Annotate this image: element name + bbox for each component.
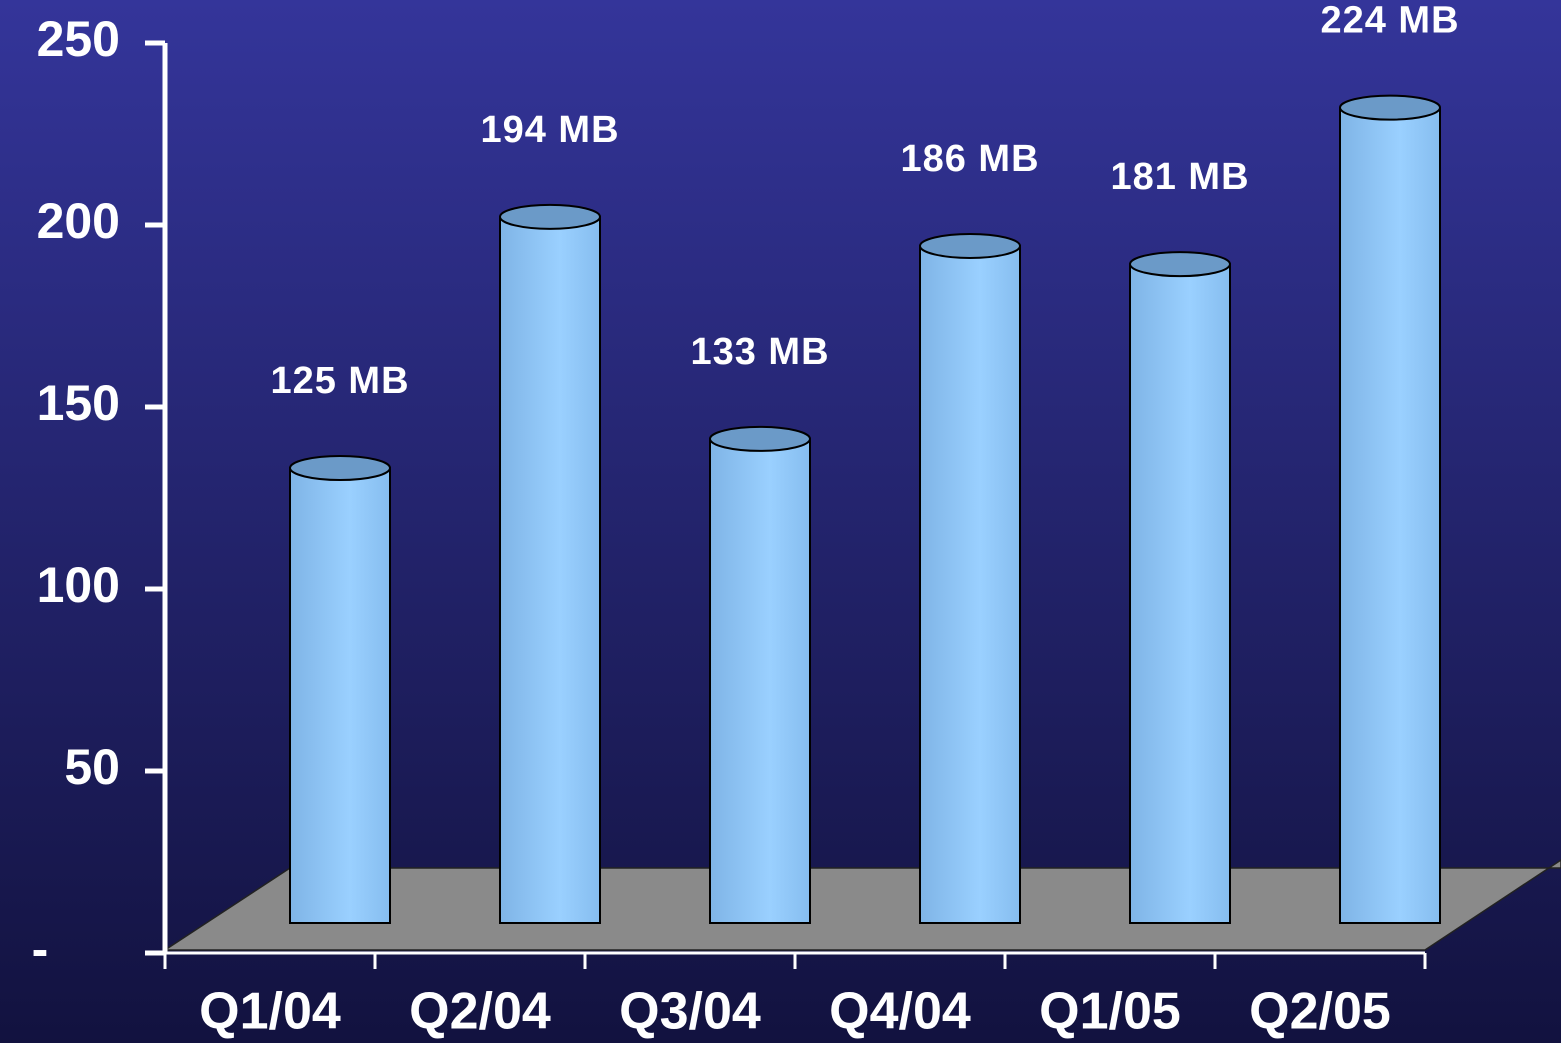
bar: [1339, 106, 1441, 924]
bar: [289, 467, 391, 924]
y-tick-label: 50: [64, 739, 120, 795]
bar-top: [499, 203, 601, 230]
bar-top: [919, 232, 1021, 259]
x-tick-label: Q1/04: [199, 983, 341, 1041]
bar: [499, 215, 601, 924]
bar-top: [289, 455, 391, 481]
y-tick-label: 100: [37, 557, 120, 613]
x-tick-label: Q4/04: [829, 983, 971, 1041]
bar-top: [1339, 94, 1441, 121]
data-label: 224 MB: [1320, 0, 1459, 42]
y-tick-label: 150: [37, 375, 120, 431]
bar-top: [1129, 251, 1231, 278]
data-label: 125 MB: [270, 360, 409, 402]
data-label: 186 MB: [900, 138, 1039, 180]
data-label: 194 MB: [480, 109, 619, 151]
x-tick-label: Q1/05: [1039, 983, 1181, 1041]
bar: [919, 244, 1021, 924]
y-tick-label: 250: [37, 11, 120, 67]
bar: [1129, 263, 1231, 925]
bar-top: [709, 425, 811, 452]
x-tick-label: Q2/05: [1249, 983, 1391, 1041]
bar: [709, 437, 811, 924]
data-label: 181 MB: [1110, 156, 1249, 198]
x-tick-label: Q2/04: [409, 983, 551, 1041]
y-tick-label: -: [32, 921, 49, 977]
data-label: 133 MB: [690, 331, 829, 373]
y-tick-label: 200: [37, 193, 120, 249]
x-tick-label: Q3/04: [619, 983, 761, 1041]
